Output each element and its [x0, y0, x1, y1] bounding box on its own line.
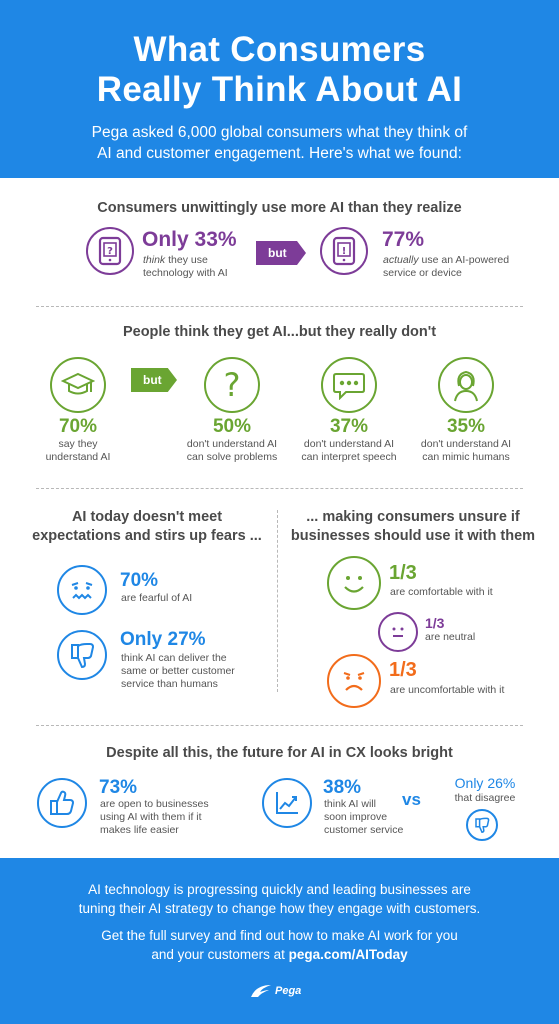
pega-wing-icon — [251, 985, 271, 997]
neutral-face-icon — [378, 612, 418, 652]
fearful-face-icon — [57, 565, 107, 615]
divider — [36, 306, 523, 307]
stat-35-text: don't understand AI can mimic humans — [420, 438, 512, 463]
divider — [36, 488, 523, 489]
uncomfortable-fraction: 1/3 — [389, 659, 417, 681]
improve-38-pct: 38% — [323, 777, 362, 798]
graduation-cap-icon — [50, 357, 106, 413]
vertical-divider — [277, 510, 278, 692]
think-use-tech-text: think they use technology with AI — [143, 254, 228, 279]
thumbs-up-icon — [37, 778, 87, 828]
stat-70-pct: 70% — [58, 416, 98, 437]
section-2-title: People think they get AI...but they real… — [122, 324, 437, 340]
vs-label: vs — [402, 790, 421, 809]
disagree-text: that disagree — [454, 792, 516, 804]
person-icon — [438, 357, 494, 413]
speech-bubble-icon — [321, 357, 377, 413]
svg-text:?: ? — [107, 246, 113, 257]
sad-face-icon — [327, 654, 381, 708]
survey-link[interactable]: pega.com/AIToday — [288, 947, 408, 962]
fearful-70-pct: 70% — [120, 570, 159, 591]
but-arrow-tag-2: but — [131, 368, 177, 392]
tablet-question-icon: ? — [86, 227, 134, 275]
only-33-pct: Only 33% — [142, 228, 237, 251]
open-73-text: are open to businesses using AI with the… — [100, 798, 209, 836]
but-arrow-tag: but — [256, 241, 306, 265]
header-banner: What Consumers Really Think About AI Peg… — [0, 0, 559, 178]
page-title: What Consumers Really Think About AI — [96, 30, 463, 109]
tablet-alert-icon: ! — [320, 227, 368, 275]
neutral-text: are neutral — [425, 631, 476, 643]
footer-cta: Get the full survey and find out how to … — [101, 928, 458, 962]
open-73-pct: 73% — [99, 777, 138, 798]
section-1-title: Consumers unwittingly use more AI than t… — [97, 200, 462, 216]
footer-banner: AI technology is progressing quickly and… — [0, 858, 559, 1024]
stat-37-text: don't understand AI can interpret speech — [301, 438, 397, 463]
stat-37-pct: 37% — [329, 416, 369, 437]
intro-text: Pega asked 6,000 global consumers what t… — [91, 124, 468, 162]
stat-50-text: don't understand AI can solve problems — [186, 438, 278, 463]
neutral-fraction: 1/3 — [425, 615, 445, 631]
svg-text:!: ! — [342, 246, 347, 257]
comfortable-fraction: 1/3 — [389, 562, 417, 584]
happy-face-icon — [327, 556, 381, 610]
stat-70-text: say they understand AI — [45, 438, 111, 463]
actually-use-text: actually use an AI-powered service or de… — [383, 254, 510, 279]
fearful-text: are fearful of AI — [121, 592, 193, 604]
pega-logo: Pega — [250, 980, 312, 1002]
divider — [36, 725, 523, 726]
improve-38-text: think AI will soon improve customer serv… — [324, 798, 404, 836]
comfortable-text: are comfortable with it — [390, 586, 493, 598]
thumbs-down-icon — [57, 630, 107, 680]
only-27-pct: Only 27% — [120, 629, 206, 650]
question-icon: ? — [204, 357, 260, 413]
footer-message: AI technology is progressing quickly and… — [78, 882, 481, 916]
small-thumbs-down-icon — [466, 809, 498, 841]
section-3-right-title: ... making consumers unsure if businesse… — [290, 509, 536, 544]
section-3-left-title: AI today doesn't meet expectations and s… — [32, 509, 262, 544]
section-4-title: Despite all this, the future for AI in C… — [106, 745, 453, 761]
disagree-26-pct: Only 26% — [454, 775, 516, 791]
77-pct: 77% — [382, 228, 425, 251]
only-27-text: think AI can deliver the same or better … — [121, 652, 235, 690]
stat-35-pct: 35% — [446, 416, 486, 437]
stat-50-pct: 50% — [212, 416, 252, 437]
rising-chart-icon — [262, 778, 312, 828]
uncomfortable-text: are uncomfortable with it — [390, 684, 505, 696]
